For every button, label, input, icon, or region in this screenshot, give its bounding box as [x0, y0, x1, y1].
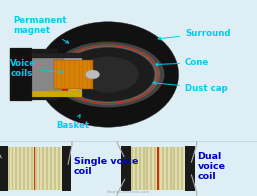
Ellipse shape	[40, 23, 176, 126]
Bar	[162, 147, 164, 190]
Bar	[17, 147, 19, 190]
Ellipse shape	[37, 22, 179, 127]
Bar	[156, 147, 158, 190]
Bar	[71, 89, 77, 92]
Bar	[143, 147, 144, 190]
Bar	[8, 147, 10, 190]
Bar	[46, 147, 48, 190]
Bar	[152, 147, 154, 190]
Bar	[137, 147, 139, 190]
Text: SoundCertified.com: SoundCertified.com	[107, 190, 150, 194]
Bar	[62, 89, 68, 92]
Text: Cone: Cone	[155, 58, 209, 67]
Bar	[135, 147, 137, 190]
Bar	[168, 147, 170, 190]
Ellipse shape	[44, 25, 172, 123]
Bar	[133, 147, 135, 190]
Bar	[39, 147, 41, 190]
Bar	[157, 147, 159, 190]
Bar	[27, 147, 29, 190]
Bar	[21, 147, 23, 190]
Ellipse shape	[62, 48, 154, 101]
Bar	[183, 147, 185, 190]
Bar	[31, 91, 82, 97]
Bar	[139, 147, 141, 190]
Bar	[56, 147, 58, 190]
Bar	[179, 147, 181, 190]
Bar	[31, 147, 33, 190]
Bar	[170, 147, 172, 190]
Bar	[172, 147, 173, 190]
Ellipse shape	[77, 56, 139, 93]
Bar	[154, 147, 156, 190]
Bar	[160, 147, 162, 190]
Bar	[48, 147, 50, 190]
Bar	[175, 147, 177, 190]
Bar	[131, 147, 185, 190]
Bar	[50, 147, 52, 190]
Text: Basket: Basket	[57, 115, 90, 130]
Ellipse shape	[65, 50, 151, 99]
Bar	[62, 146, 71, 191]
Text: Single voice
coil: Single voice coil	[74, 157, 138, 176]
Bar	[34, 147, 35, 190]
Text: Dual
voice
coil: Dual voice coil	[197, 152, 225, 181]
Bar	[23, 147, 25, 190]
Bar	[10, 48, 32, 101]
Bar	[19, 147, 21, 190]
Bar	[0, 146, 8, 191]
Bar	[8, 147, 62, 190]
Bar	[41, 147, 42, 190]
Bar	[164, 147, 166, 190]
Bar	[150, 147, 152, 190]
Bar	[10, 147, 12, 190]
Bar	[64, 58, 82, 91]
Bar	[13, 147, 15, 190]
Text: Surround: Surround	[158, 29, 231, 40]
Ellipse shape	[61, 47, 155, 102]
Bar	[177, 147, 179, 190]
Bar	[181, 147, 183, 190]
Bar	[44, 147, 46, 190]
Ellipse shape	[56, 44, 160, 105]
Bar	[25, 147, 27, 190]
Bar	[42, 147, 44, 190]
Ellipse shape	[70, 52, 146, 97]
Bar	[29, 147, 31, 190]
Bar	[149, 147, 150, 190]
Text: Voice
coils: Voice coils	[10, 59, 63, 78]
Bar	[58, 147, 60, 190]
Bar	[36, 147, 39, 190]
Bar	[12, 147, 13, 190]
Bar	[31, 53, 82, 58]
Bar	[173, 147, 175, 190]
Ellipse shape	[85, 70, 99, 79]
Bar	[158, 147, 160, 190]
Bar	[15, 147, 17, 190]
Bar	[166, 147, 168, 190]
Text: Permanent
magnet: Permanent magnet	[13, 16, 69, 43]
Bar	[54, 147, 56, 190]
Bar	[10, 49, 57, 100]
Bar	[33, 147, 35, 190]
Ellipse shape	[51, 42, 164, 107]
Bar	[185, 146, 195, 191]
Text: Dust cap: Dust cap	[153, 82, 228, 93]
Bar	[35, 147, 37, 190]
Bar	[131, 147, 133, 190]
Bar	[31, 55, 64, 94]
Bar	[60, 147, 62, 190]
Bar	[121, 146, 131, 191]
Bar	[146, 147, 149, 190]
Bar	[54, 60, 93, 89]
Bar	[141, 147, 143, 190]
Bar	[52, 147, 54, 190]
Bar	[144, 147, 146, 190]
